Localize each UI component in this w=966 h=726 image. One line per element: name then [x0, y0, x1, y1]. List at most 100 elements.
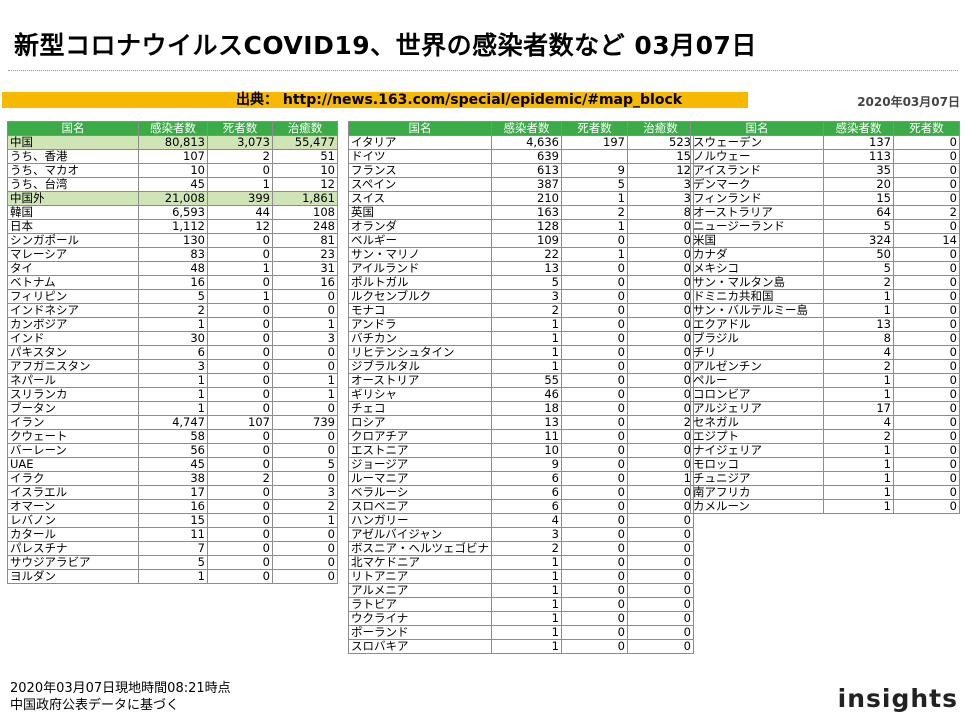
deaths-cell: 0 — [893, 177, 960, 192]
cases-cell: 163 — [491, 205, 562, 220]
country-cell: ネパール — [7, 373, 139, 388]
cases-cell: 2 — [823, 359, 894, 374]
deaths-cell: 1 — [561, 247, 628, 262]
deaths-cell: 2 — [561, 205, 628, 220]
deaths-cell: 0 — [893, 443, 960, 458]
deaths-cell: 0 — [893, 135, 960, 150]
country-cell: クウェート — [7, 429, 139, 444]
cases-cell: 4 — [823, 415, 894, 430]
table-row: インドネシア 2 0 0 — [7, 303, 338, 318]
table-row: 中国 80,813 3,073 55,477 — [7, 135, 338, 150]
deaths-cell: 0 — [893, 457, 960, 472]
cases-cell: 5 — [138, 555, 208, 570]
country-cell: フィンランド — [690, 191, 824, 206]
cases-cell: 1 — [823, 485, 894, 500]
recovered-cell: 3 — [272, 331, 338, 346]
cases-cell: 80,813 — [138, 135, 208, 150]
country-cell: モナコ — [348, 303, 492, 318]
country-cell: チュニジア — [690, 471, 824, 486]
country-cell: スロバキア — [348, 639, 492, 654]
cases-cell: 1,112 — [138, 219, 208, 234]
recovered-cell: 0 — [627, 569, 694, 584]
country-cell: スペイン — [348, 177, 492, 192]
table-row: モナコ 2 0 0 — [348, 303, 694, 318]
table-row: リヒテンシュタイン 1 0 0 — [348, 345, 694, 360]
country-cell: カメルーン — [690, 499, 824, 514]
table-row: チェコ 18 0 0 — [348, 401, 694, 416]
cases-cell: 1 — [491, 317, 562, 332]
recovered-cell: 23 — [272, 247, 338, 262]
table-row: ジブラルタル 1 0 0 — [348, 359, 694, 374]
cases-cell: 30 — [138, 331, 208, 346]
deaths-cell: 0 — [893, 163, 960, 178]
cases-cell: 1 — [823, 499, 894, 514]
cases-cell: 22 — [491, 247, 562, 262]
cases-cell: 1 — [138, 401, 208, 416]
cases-cell: 1 — [823, 471, 894, 486]
deaths-cell: 0 — [561, 499, 628, 514]
table-row: スロバキア 1 0 0 — [348, 639, 694, 654]
recovered-cell: 2 — [272, 499, 338, 514]
country-cell: サン・マリノ — [348, 247, 492, 262]
deaths-cell: 0 — [893, 499, 960, 514]
cases-cell: 5 — [823, 261, 894, 276]
deaths-cell: 0 — [561, 233, 628, 248]
cases-cell: 17 — [138, 485, 208, 500]
header-country: 国名 — [7, 121, 139, 136]
recovered-cell: 108 — [272, 205, 338, 220]
deaths-cell: 0 — [207, 163, 273, 178]
deaths-cell: 0 — [561, 275, 628, 290]
table-row: ポーランド 1 0 0 — [348, 625, 694, 640]
recovered-cell: 0 — [627, 261, 694, 276]
recovered-cell: 0 — [627, 331, 694, 346]
country-cell: ベラルーシ — [348, 485, 492, 500]
cases-cell: 16 — [138, 275, 208, 290]
country-cell: 米国 — [690, 233, 824, 248]
table-row: セネガル 4 0 — [690, 415, 960, 430]
table-row: イラン 4,747 107 739 — [7, 415, 338, 430]
deaths-cell: 0 — [893, 485, 960, 500]
country-cell: オーストリア — [348, 373, 492, 388]
deaths-cell: 0 — [207, 569, 273, 584]
cases-cell: 2 — [138, 303, 208, 318]
table-row: ドイツ 639 15 — [348, 149, 694, 164]
deaths-cell: 0 — [893, 387, 960, 402]
deaths-cell: 0 — [561, 485, 628, 500]
cases-cell: 21,008 — [138, 191, 208, 206]
recovered-cell: 31 — [272, 261, 338, 276]
cases-cell: 1 — [491, 639, 562, 654]
table-row: ブラジル 8 0 — [690, 331, 960, 346]
deaths-cell: 0 — [207, 555, 273, 570]
country-cell: エジプト — [690, 429, 824, 444]
cases-cell: 17 — [823, 401, 894, 416]
country-cell: 日本 — [7, 219, 139, 234]
country-cell: ボスニア・ヘルツェゴビナ — [348, 541, 492, 556]
americas-oceania-africa-table: 国名 感染者数 死者数 スウェーデン 137 0 ノルウェー 113 0 アイスランド 35 0… — [690, 121, 960, 514]
table-row: ベルギー 109 0 0 — [348, 233, 694, 248]
cases-cell: 11 — [138, 527, 208, 542]
header-recovered: 治癒数 — [627, 121, 694, 136]
country-cell: ベルギー — [348, 233, 492, 248]
header-deaths: 死者数 — [893, 121, 960, 136]
table-row: うち、香港 107 2 51 — [7, 149, 338, 164]
country-cell: ペルー — [690, 373, 824, 388]
recovered-cell: 0 — [627, 597, 694, 612]
deaths-cell: 0 — [207, 303, 273, 318]
recovered-cell: 1 — [272, 317, 338, 332]
table-row: ラトビア 1 0 0 — [348, 597, 694, 612]
table-row: イスラエル 17 0 3 — [7, 485, 338, 500]
deaths-cell: 0 — [893, 471, 960, 486]
country-cell: オーストラリア — [690, 205, 824, 220]
country-cell: イラン — [7, 415, 139, 430]
country-cell: サン・バルテルミー島 — [690, 303, 824, 318]
country-cell: スイス — [348, 191, 492, 206]
table-row: 南アフリカ 1 0 — [690, 485, 960, 500]
source-citation: 出典： http://news.163.com/special/epidemic… — [236, 92, 683, 108]
recovered-cell: 1 — [272, 387, 338, 402]
recovered-cell: 55,477 — [272, 135, 338, 150]
cases-cell: 3 — [491, 289, 562, 304]
table-row: カタール 11 0 0 — [7, 527, 338, 542]
country-cell: 中国 — [7, 135, 139, 150]
cases-cell: 128 — [491, 219, 562, 234]
recovered-cell: 12 — [272, 177, 338, 192]
